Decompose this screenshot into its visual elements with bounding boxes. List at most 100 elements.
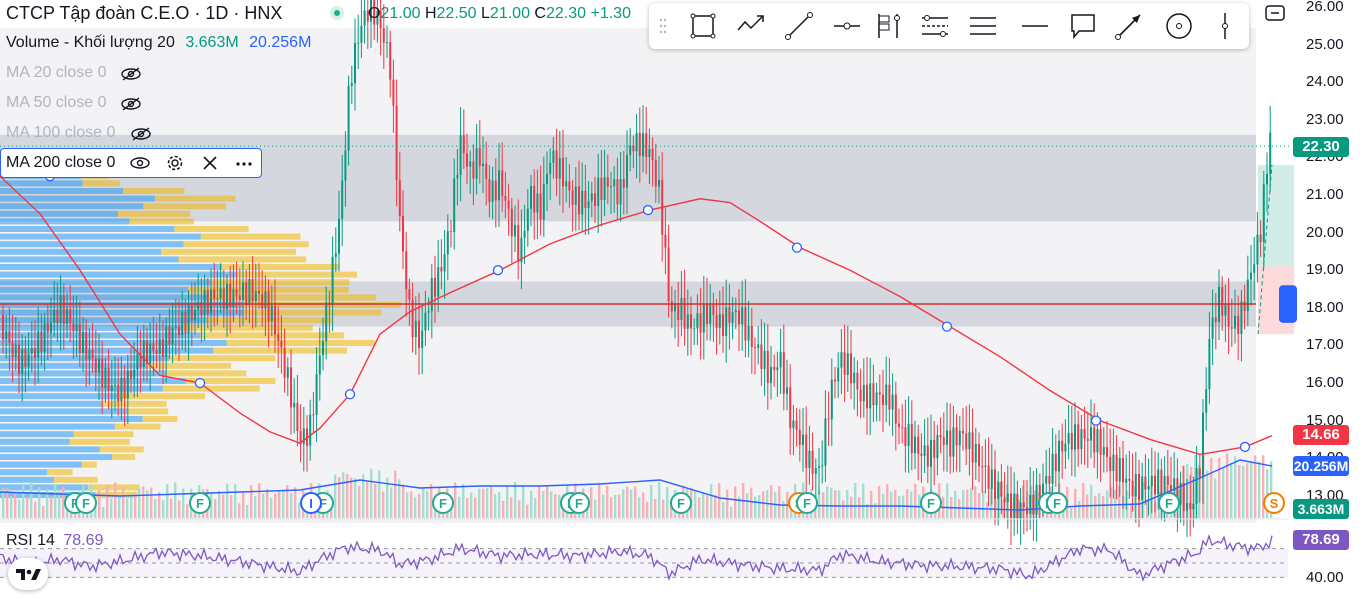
horizontal-ray-icon[interactable] bbox=[834, 22, 860, 30]
horizontal-lines-icon[interactable] bbox=[970, 17, 996, 35]
volume-profile-bar bbox=[0, 203, 144, 210]
candle-body bbox=[901, 427, 904, 429]
volume-bar bbox=[242, 491, 245, 518]
candle-body bbox=[1010, 493, 1012, 519]
candle-body bbox=[757, 344, 760, 348]
toolbar-icons bbox=[690, 12, 1228, 40]
hidden-eye-icon[interactable] bbox=[130, 126, 152, 142]
candle-body bbox=[962, 430, 964, 434]
candle-body bbox=[1054, 453, 1057, 472]
candle-body bbox=[955, 427, 958, 446]
candle-body bbox=[443, 254, 446, 272]
candle-body bbox=[574, 186, 577, 205]
rectangle-icon[interactable] bbox=[690, 13, 716, 39]
candle-body bbox=[386, 42, 388, 44]
volume-bar bbox=[770, 485, 773, 518]
candle-body bbox=[958, 430, 961, 446]
volume-profile-bar bbox=[0, 484, 88, 491]
drag-handle-icon[interactable] bbox=[659, 17, 667, 37]
event-marker[interactable]: F bbox=[189, 492, 211, 514]
close-icon[interactable] bbox=[199, 152, 221, 174]
volume-profile-bar bbox=[0, 340, 227, 346]
candle-body bbox=[107, 367, 110, 391]
event-marker[interactable]: F bbox=[432, 492, 454, 514]
path-icon[interactable] bbox=[737, 15, 764, 31]
volume-bar bbox=[2, 488, 5, 518]
candle-body bbox=[888, 384, 891, 410]
more-icon[interactable] bbox=[233, 152, 255, 174]
event-marker[interactable]: F bbox=[75, 492, 97, 514]
volume-bar bbox=[638, 497, 641, 518]
event-marker[interactable]: F bbox=[1158, 492, 1180, 514]
ma200-legend[interactable]: MA 200 close 0 bbox=[0, 148, 262, 178]
candle-body bbox=[232, 289, 235, 308]
gear-icon[interactable] bbox=[164, 152, 186, 174]
candle-body bbox=[811, 450, 814, 474]
tradingview-logo[interactable] bbox=[8, 558, 48, 590]
candle-body bbox=[702, 304, 705, 333]
ma50-legend[interactable]: MA 50 close 0 bbox=[6, 94, 107, 112]
volume-profile-bar bbox=[0, 256, 179, 263]
event-marker[interactable]: F bbox=[796, 492, 818, 514]
price-tick-label: 21.00 bbox=[1306, 186, 1344, 203]
symbol-title[interactable]: CTCP Tập đoàn C.E.O · 1D · HNX bbox=[6, 3, 283, 23]
candle-body bbox=[94, 358, 97, 373]
candle-body bbox=[1122, 457, 1124, 483]
volume-bar bbox=[110, 498, 113, 518]
event-marker[interactable]: F bbox=[568, 492, 590, 514]
candle-body bbox=[1064, 443, 1067, 452]
callout-icon[interactable] bbox=[1071, 14, 1095, 40]
candle-body bbox=[469, 161, 472, 167]
candle-body bbox=[277, 334, 280, 341]
vertical-line-icon[interactable] bbox=[1222, 13, 1228, 39]
candle-body bbox=[450, 231, 452, 233]
volume-profile-bar bbox=[242, 302, 401, 308]
volume-bar bbox=[218, 490, 221, 518]
volume-profile-bar bbox=[129, 218, 194, 225]
candle-body bbox=[552, 150, 555, 163]
volume-bar bbox=[178, 500, 181, 518]
candle-body bbox=[994, 469, 996, 499]
candle-body bbox=[130, 370, 132, 379]
parallel-channel-icon[interactable] bbox=[922, 15, 948, 37]
rsi-legend[interactable]: RSI 14 78.69 bbox=[6, 532, 103, 550]
event-marker[interactable]: F bbox=[920, 492, 942, 514]
ma20-legend[interactable]: MA 20 close 0 bbox=[6, 64, 107, 82]
volume-bar bbox=[1258, 461, 1261, 518]
candle-body bbox=[1093, 427, 1096, 453]
candle-body bbox=[1022, 502, 1025, 508]
candle-body bbox=[805, 434, 808, 468]
volume-bar bbox=[378, 470, 381, 518]
candle-body bbox=[69, 308, 72, 324]
event-marker[interactable]: F bbox=[1046, 492, 1068, 514]
volume-bar bbox=[1090, 484, 1093, 518]
volume-legend[interactable]: Volume - Khối lượng 20 3.663M 20.256M bbox=[6, 34, 311, 52]
candle-body bbox=[814, 467, 817, 474]
target-zone bbox=[1258, 164, 1294, 267]
circle-icon[interactable] bbox=[1166, 13, 1192, 39]
eye-icon[interactable] bbox=[129, 152, 151, 174]
volume-bar bbox=[298, 502, 301, 518]
candle-body bbox=[680, 297, 683, 320]
trend-line-icon[interactable] bbox=[785, 12, 813, 40]
candle-body bbox=[494, 180, 497, 201]
candle-body bbox=[376, 10, 379, 25]
volume-bar bbox=[858, 497, 861, 518]
long-position-icon[interactable] bbox=[878, 14, 900, 38]
candle-body bbox=[997, 481, 1000, 499]
ma100-legend[interactable]: MA 100 close 0 bbox=[6, 124, 115, 142]
hidden-eye-icon[interactable] bbox=[120, 66, 142, 82]
hidden-eye-icon[interactable] bbox=[120, 96, 142, 112]
candle-body bbox=[190, 305, 193, 321]
candle-body bbox=[1016, 494, 1019, 519]
arrow-icon[interactable] bbox=[1115, 14, 1141, 40]
volume-bar bbox=[346, 473, 349, 518]
event-marker[interactable]: S bbox=[1263, 492, 1285, 514]
event-marker[interactable]: I bbox=[300, 492, 322, 514]
volume-bar bbox=[726, 489, 729, 518]
fullscreen-icon[interactable] bbox=[1262, 2, 1288, 24]
event-marker[interactable]: F bbox=[670, 492, 692, 514]
candle-body bbox=[808, 450, 811, 468]
volume-profile-bar bbox=[0, 317, 207, 324]
